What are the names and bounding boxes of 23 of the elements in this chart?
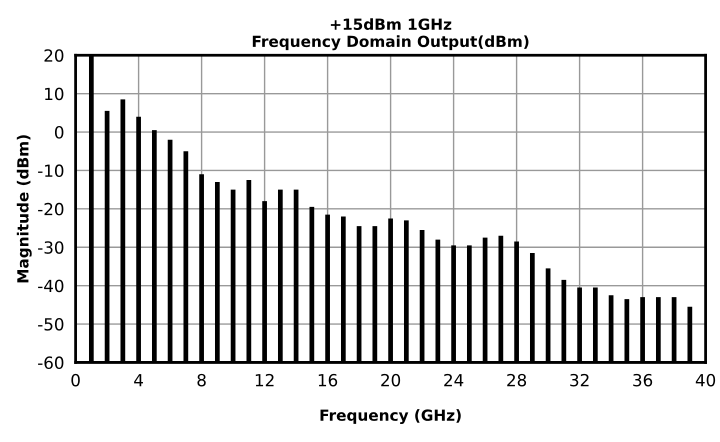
x-tick-label: 40	[696, 374, 716, 386]
x-tick-label: 8	[197, 374, 206, 386]
x-tick-label: 24	[444, 374, 464, 386]
y-tick-label: 0	[54, 126, 64, 139]
x-tick-label: 20	[381, 374, 400, 386]
x-tick-label: 28	[507, 374, 526, 386]
y-tick-label: -10	[38, 164, 64, 178]
y-tick-label: -40	[38, 280, 64, 292]
y-tick-label: 10	[45, 88, 64, 100]
chart-title: +15dBm 1GHz Frequency Domain Output(dBm)	[252, 18, 528, 50]
y-tick-label: -50	[38, 318, 64, 331]
y-tick-label: -30	[38, 241, 64, 254]
x-tick-label: 32	[570, 374, 589, 386]
y-tick-label: -60	[38, 356, 64, 370]
x-axis-title: Frequency (GHz)	[320, 409, 461, 424]
y-tick-label: 20	[44, 49, 64, 62]
x-tick-label: 16	[318, 374, 338, 386]
y-tick-label: -20	[38, 202, 64, 216]
x-tick-label: 0	[71, 374, 80, 386]
x-tick-label: 36	[633, 374, 652, 386]
y-axis-title: Magnitude (dBm)	[16, 135, 32, 282]
x-tick-label: 12	[256, 374, 274, 386]
x-tick-label: 4	[134, 374, 143, 386]
